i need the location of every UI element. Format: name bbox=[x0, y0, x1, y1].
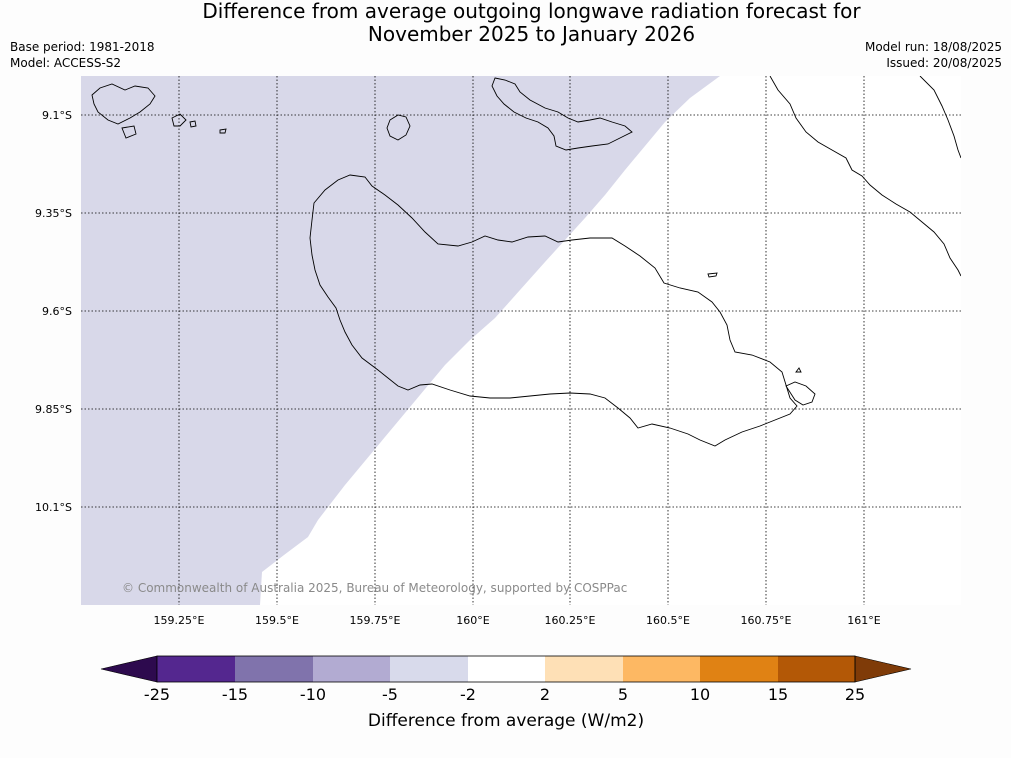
lat-label: 9.85°S bbox=[35, 403, 72, 416]
lon-label: 159.25°E bbox=[154, 614, 205, 627]
colorbar-label: 2 bbox=[540, 685, 550, 704]
colorbar-label: -15 bbox=[222, 685, 248, 704]
colorbar-label: 10 bbox=[690, 685, 710, 704]
lon-label: 159.75°E bbox=[350, 614, 401, 627]
colorbar-segment-high-extend bbox=[854, 655, 912, 683]
issued-date: Issued: 20/08/2025 bbox=[886, 56, 1002, 70]
model-info: Base period: 1981-2018 Model: ACCESS-S2 bbox=[10, 39, 155, 71]
lon-label: 161°E bbox=[847, 614, 880, 627]
lat-label: 10.1°S bbox=[35, 501, 72, 514]
russell-islands bbox=[91, 83, 227, 139]
longitude-labels: 159.25°E 159.5°E 159.75°E 160°E 160.25°E… bbox=[154, 614, 881, 627]
colorbar-label: 5 bbox=[618, 685, 628, 704]
lat-label: 9.35°S bbox=[35, 207, 72, 220]
model-name: Model: ACCESS-S2 bbox=[10, 56, 122, 70]
colorbar-segment bbox=[157, 656, 235, 682]
coastlines bbox=[91, 76, 961, 447]
lon-label: 160°E bbox=[456, 614, 489, 627]
marau-islets bbox=[785, 367, 816, 406]
colorbar-outline bbox=[156, 655, 856, 683]
run-info: Model run: 18/08/2025 Issued: 20/08/2025 bbox=[865, 39, 1002, 71]
colorbar-labels: -25 -15 -10 -5 -2 2 5 10 15 25 bbox=[144, 685, 865, 704]
gridlines bbox=[81, 76, 961, 605]
colorbar-segment bbox=[778, 656, 855, 682]
colorbar-label: -10 bbox=[300, 685, 326, 704]
colorbar-segment-low-extend bbox=[100, 655, 158, 683]
lon-label: 160.75°E bbox=[741, 614, 792, 627]
colorbar-segment bbox=[390, 656, 468, 682]
savo-island bbox=[386, 114, 411, 141]
base-period: Base period: 1981-2018 bbox=[10, 40, 155, 54]
colorbar-segment bbox=[313, 656, 390, 682]
colorbar-segment bbox=[700, 656, 778, 682]
colorbar-label: -2 bbox=[460, 685, 476, 704]
colorbar: -25 -15 -10 -5 -2 2 5 10 15 25 Differenc… bbox=[100, 655, 912, 731]
colorbar-label: 15 bbox=[768, 685, 788, 704]
lon-label: 160.25°E bbox=[545, 614, 596, 627]
map-title: Difference from average outgoing longwav… bbox=[202, 0, 861, 46]
colorbar-segment bbox=[235, 656, 313, 682]
colorbar-label: -25 bbox=[144, 685, 170, 704]
lon-label: 159.5°E bbox=[255, 614, 299, 627]
guadalcanal-coastline bbox=[309, 174, 798, 447]
colorbar-label: 25 bbox=[845, 685, 865, 704]
colorbar-title: Difference from average (W/m2) bbox=[368, 711, 644, 731]
lon-label: 160.5°E bbox=[646, 614, 690, 627]
lat-label: 9.1°S bbox=[42, 109, 72, 122]
colorbar-segment bbox=[545, 656, 623, 682]
latitude-labels: 9.1°S 9.35°S 9.6°S 9.85°S 10.1°S bbox=[35, 109, 72, 514]
colorbar-segment bbox=[468, 656, 545, 682]
small-islet-east bbox=[707, 272, 718, 278]
model-run-date: Model run: 18/08/2025 bbox=[864, 40, 1002, 54]
lat-label: 9.6°S bbox=[42, 305, 72, 318]
anomaly-region bbox=[81, 76, 720, 605]
nggela-islands bbox=[491, 77, 633, 151]
colorbar-segment bbox=[623, 656, 700, 682]
copyright-credit: © Commonwealth of Australia 2025, Bureau… bbox=[122, 581, 627, 595]
colorbar-label: -5 bbox=[382, 685, 398, 704]
malaita-coastline bbox=[769, 76, 961, 277]
map-content bbox=[81, 76, 961, 605]
